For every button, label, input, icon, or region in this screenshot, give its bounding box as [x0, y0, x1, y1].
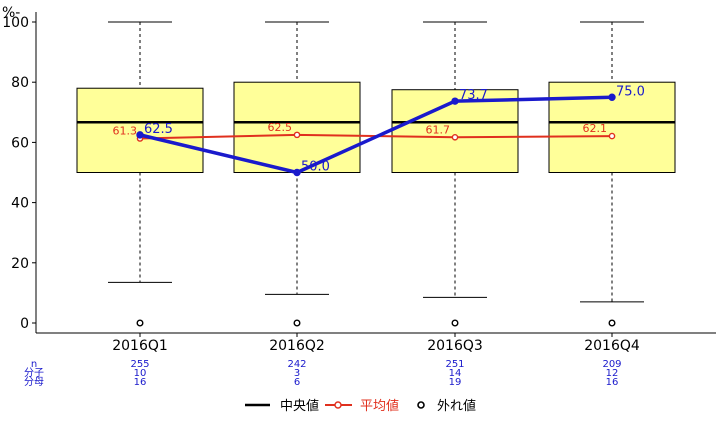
- stats-cell: 16: [134, 377, 147, 388]
- stats-cell: 255: [130, 359, 149, 370]
- y-tick-label: 80: [11, 75, 29, 91]
- mean-point: [451, 133, 459, 141]
- x-tick-label: 2016Q3: [427, 338, 483, 354]
- mean-data-label: 61.7: [426, 123, 451, 136]
- mean-point: [608, 132, 616, 140]
- stats-cell: 6: [294, 377, 300, 388]
- y-tick-label: 60: [11, 135, 29, 151]
- legend: 中央値 平均値 外れ値: [245, 398, 476, 414]
- rate-data-label: 75.0: [616, 84, 645, 99]
- rate-point: [608, 93, 616, 101]
- rate-data-label: 50.0: [301, 160, 330, 175]
- rate-point: [293, 168, 301, 177]
- rate-series-line: [139, 95, 613, 175]
- y-tick-label: 20: [11, 256, 29, 272]
- rate-point: [451, 97, 459, 105]
- box: [76, 87, 204, 173]
- stats-cell: 16: [606, 377, 619, 388]
- x-tick-label: 2016Q4: [584, 338, 640, 354]
- mean-point: [293, 131, 301, 139]
- stats-cell: 3: [294, 368, 300, 379]
- stats-cell: 242: [287, 359, 306, 370]
- mean-data-label: 62.5: [268, 121, 293, 134]
- legend-outlier-marker: [417, 401, 425, 409]
- legend-mean-label: 平均値: [360, 398, 399, 414]
- y-tick-label: 40: [11, 196, 29, 212]
- stats-cell: 251: [445, 359, 464, 370]
- outlier-point: [136, 319, 144, 327]
- y-tick-label: 0: [20, 316, 29, 332]
- legend-outlier-label: 外れ値: [437, 398, 476, 414]
- stats-cell: 12: [606, 368, 619, 379]
- stats-cell: 19: [449, 377, 462, 388]
- outlier-point: [608, 319, 616, 327]
- outlier-point: [293, 319, 301, 327]
- legend-mean-marker: [334, 401, 342, 409]
- outlier-point: [451, 319, 459, 327]
- stats-row-label: n: [31, 359, 37, 370]
- rate-point: [136, 131, 144, 139]
- y-axis-label: %-: [2, 5, 20, 21]
- x-tick-label: 2016Q1: [112, 338, 168, 354]
- box: [233, 81, 361, 173]
- x-tick-label: 2016Q2: [269, 338, 325, 354]
- y-tick-label: 100: [2, 15, 29, 31]
- mean-data-label: 61.3: [113, 124, 138, 137]
- mean-data-label: 62.1: [583, 122, 608, 135]
- stats-cell: 209: [602, 359, 621, 370]
- legend-median-label: 中央値: [280, 398, 319, 414]
- rate-data-label: 62.5: [144, 122, 173, 137]
- rate-data-label: 73.7: [459, 88, 488, 103]
- stats-cell: 10: [134, 368, 147, 379]
- stats-cell: 14: [449, 368, 462, 379]
- stats-row-label: 分母: [24, 376, 44, 388]
- stats-row-label: 分子: [24, 367, 44, 379]
